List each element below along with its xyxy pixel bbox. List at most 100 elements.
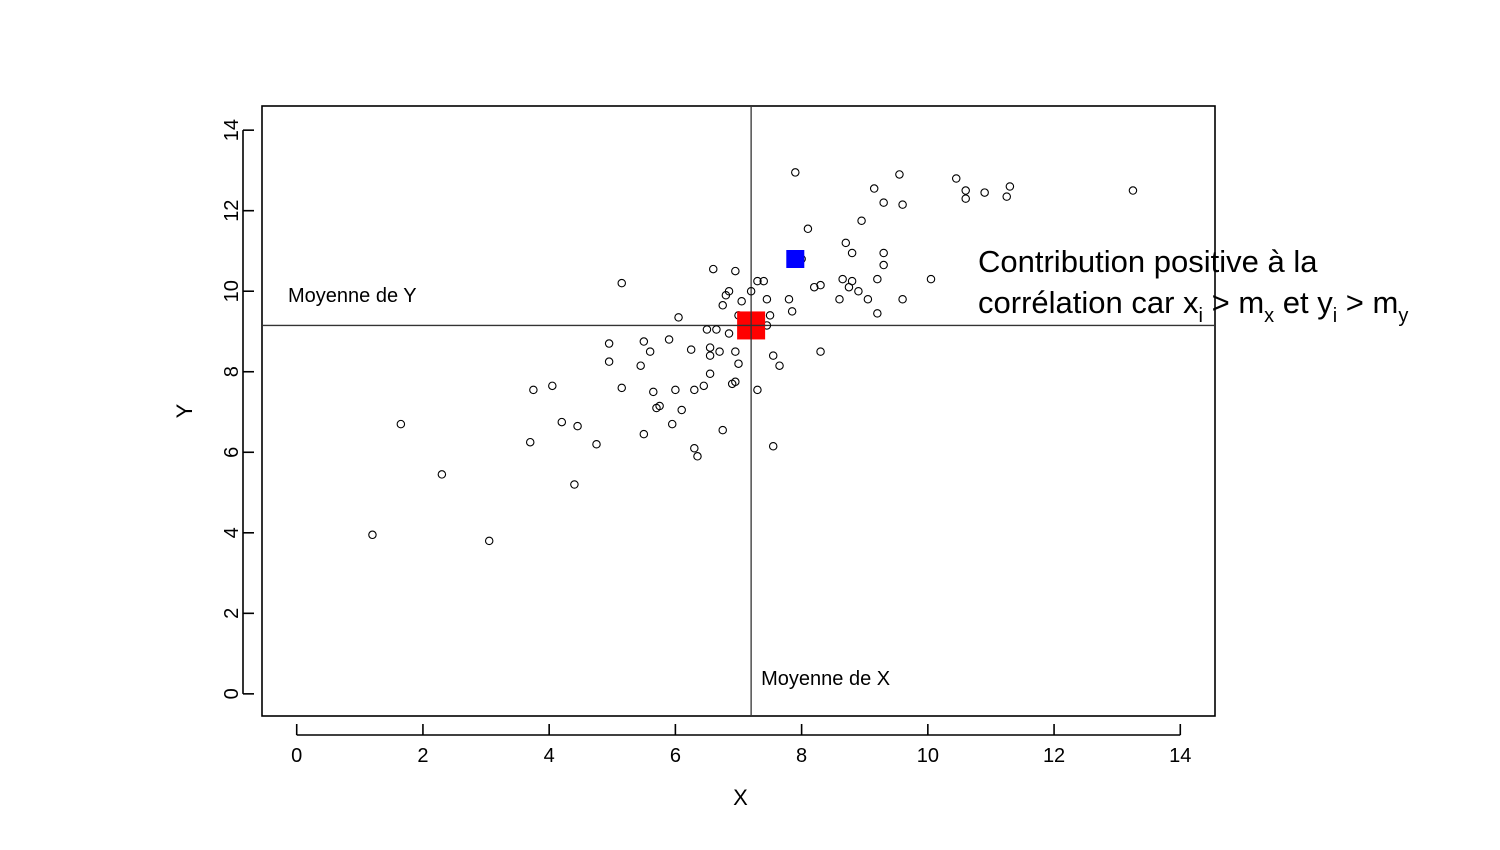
mean-x-label: Moyenne de X [761,668,890,690]
data-point [724,286,734,296]
y-tick-label: 10 [221,280,243,302]
data-point [664,335,674,344]
annotation-subscript: y [1398,305,1408,327]
data-point [854,286,863,296]
y-axis-title: Y [172,403,197,418]
data-point [690,443,699,453]
x-tick-label: 12 [1043,745,1065,767]
data-point [655,401,664,411]
annotation-line-1: Contribution positive à la [978,244,1318,279]
x-axis-title: X [733,785,748,810]
data-point [718,301,727,310]
data-point [368,530,377,540]
data-point [1002,192,1011,201]
data-point [759,276,768,286]
data-point [898,200,907,209]
mean-y-label: Moyenne de Y [288,285,417,307]
data-point [705,343,715,352]
annotation-text: corrélation car x [978,285,1199,320]
data-point [731,347,740,356]
data-point [847,276,857,286]
annotation-text: et y [1274,285,1333,320]
y-tick-label: 14 [221,119,243,141]
data-point [636,361,645,370]
data-point [645,347,655,356]
points-group [368,168,1138,546]
data-point [617,383,626,393]
data-point [863,295,873,304]
data-point [617,278,626,288]
data-point [753,385,762,395]
data-point [775,361,784,370]
data-point [816,280,825,290]
highlights-group [737,250,805,340]
data-point [437,470,447,479]
data-point [674,313,683,322]
data-point [671,385,680,395]
y-tick-label: 8 [221,366,243,377]
data-point [734,359,743,368]
data-point [699,381,709,391]
data-point [548,381,557,391]
annotation-line-2: corrélation car xi > mx et yi > my [978,285,1408,327]
data-point [869,184,879,193]
data-point [693,452,702,461]
data-point [784,295,794,304]
data-point [895,170,904,179]
y-tick-label: 0 [221,688,243,699]
data-point [847,248,857,258]
data-point [951,174,961,183]
data-point [731,266,740,276]
data-point [809,282,819,292]
annotation-subscript: i [1199,305,1203,327]
x-tick-label: 0 [291,745,302,767]
y-tick-label: 6 [221,447,243,458]
annotation-subscript: i [1333,305,1337,327]
data-point [1128,186,1138,195]
data-point [737,297,746,306]
x-tick-label: 4 [544,745,555,767]
data-point [525,437,535,447]
data-point [765,311,775,320]
data-point [604,339,614,348]
data-point [557,417,567,427]
data-point [762,295,772,304]
data-point [649,387,658,397]
data-point [768,351,778,360]
data-point [768,441,778,451]
plot-frame [261,105,1216,717]
data-point [705,369,715,379]
data-point [592,439,601,449]
y-tick-label: 12 [221,200,243,222]
data-point [873,309,882,318]
data-point [791,168,800,177]
data-point [639,337,649,346]
data-point [879,260,888,270]
data-point [677,405,686,415]
data-point [573,421,582,431]
annotation-text: > m [1203,285,1264,320]
annotation-text: > m [1337,285,1398,320]
data-point [803,224,813,234]
data-point [529,385,538,395]
data-point [980,188,989,197]
data-point [715,347,724,356]
data-point [753,276,762,286]
data-point [835,295,844,304]
data-point [712,325,721,334]
data-point [667,419,677,429]
data-point [570,480,579,489]
y-tick-label: 4 [221,527,243,538]
data-point [816,347,825,356]
data-point [731,377,740,387]
data-point [718,425,727,435]
data-point [841,238,851,248]
x-tick-label: 10 [917,745,939,767]
annotation-subscript: x [1264,305,1274,327]
y-tick-label: 2 [221,608,243,619]
data-point [879,198,888,207]
highlighted-point [786,250,805,269]
data-point [857,216,866,226]
